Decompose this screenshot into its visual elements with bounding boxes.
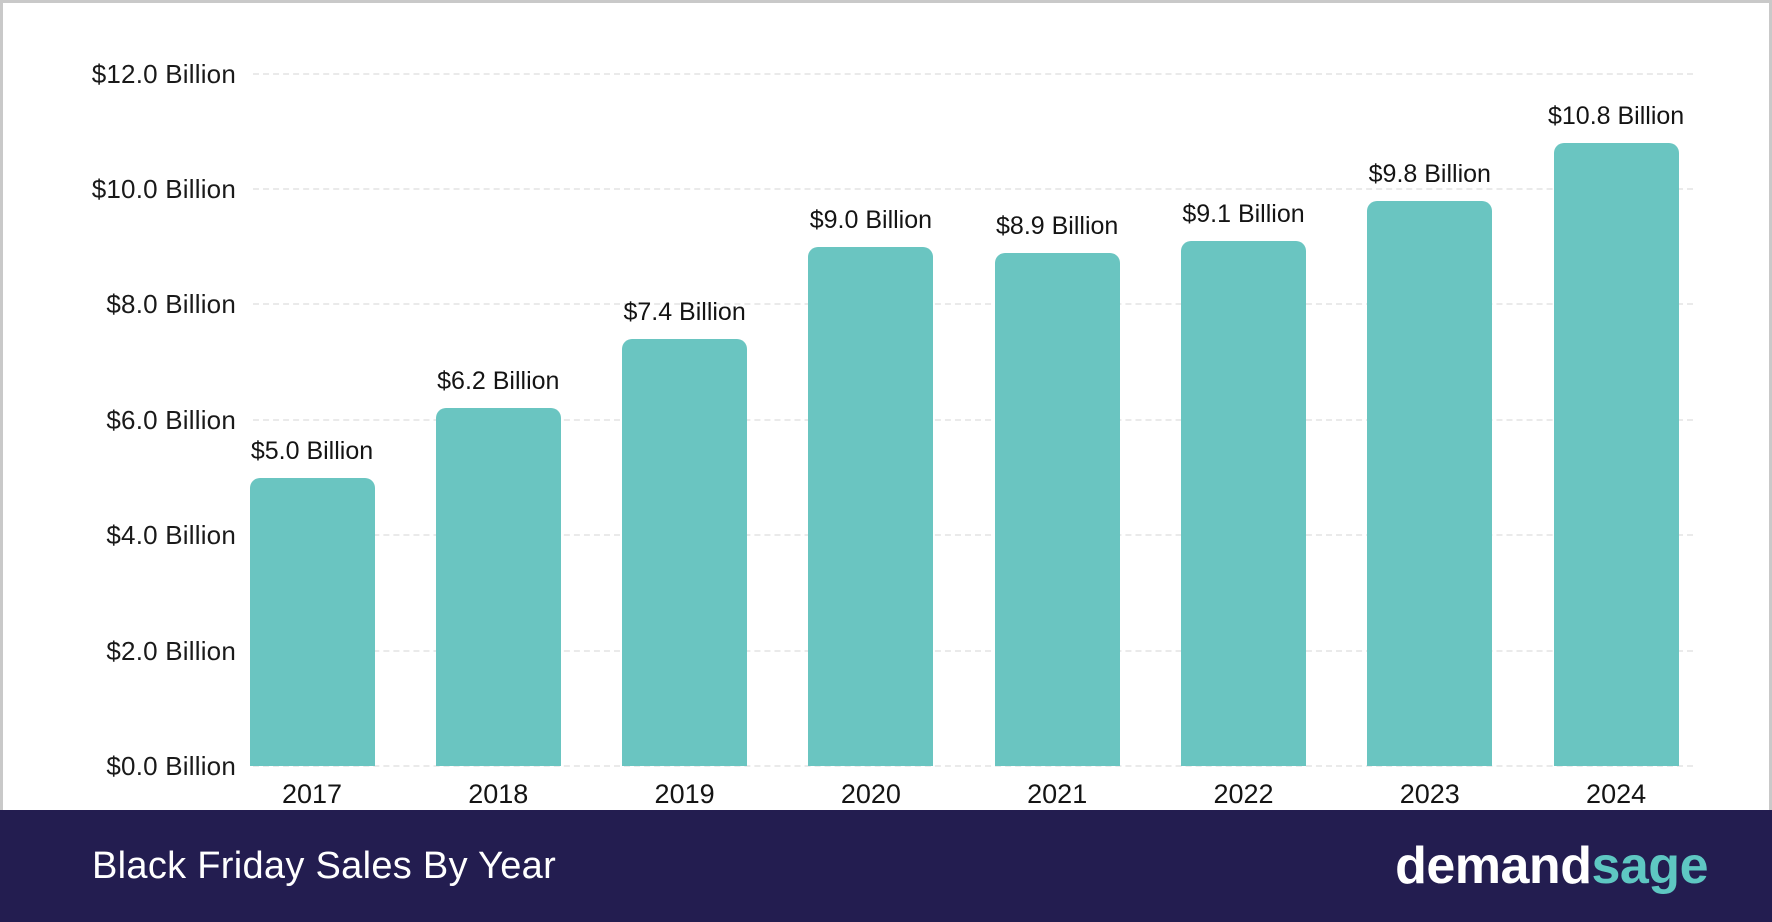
bar-value-label: $8.9 Billion	[996, 211, 1119, 240]
chart-card: $0.0 Billion $2.0 Billion $4.0 Billion $6.0…	[0, 0, 1772, 810]
x-axis-tick-label: 2018	[468, 779, 529, 809]
y-gridline	[253, 765, 1693, 767]
x-axis-tick-label: 2024	[1586, 779, 1647, 809]
x-axis-tick-label: 2019	[654, 779, 715, 809]
y-axis-tick-label: $0.0 Billion	[106, 751, 236, 781]
x-axis-tick-label: 2020	[840, 779, 901, 809]
bar-2024	[1553, 142, 1679, 766]
bar-2019	[622, 339, 748, 766]
y-axis-tick-label: $8.0 Billion	[106, 289, 236, 320]
x-axis-tick-label: 2023	[1399, 779, 1460, 809]
x-axis-tick-label: 2017	[281, 779, 343, 809]
bar-value-label: $5.0 Billion	[250, 436, 374, 465]
y-gridline	[253, 72, 1693, 75]
bar-2021	[994, 252, 1120, 766]
bar-value-label: $9.1 Billion	[1182, 200, 1305, 229]
y-gridline	[253, 418, 1693, 421]
bar-2017	[249, 477, 375, 766]
bar-2020	[808, 246, 934, 766]
x-axis-tick-label: 2022	[1213, 779, 1274, 809]
chart-title: Black Friday Sales By Year	[92, 844, 557, 887]
y-axis-tick-label: $12.0 Billion	[91, 58, 236, 89]
bar-value-label: $6.2 Billion	[437, 367, 560, 396]
x-axis-tick-label: 2021	[1027, 779, 1088, 809]
bar-value-label: $10.8 Billion	[1547, 101, 1685, 130]
y-gridline	[253, 303, 1693, 306]
logo-text-sage: sage	[1591, 837, 1708, 895]
bar-value-label: $9.0 Billion	[809, 205, 933, 234]
y-gridline	[253, 534, 1693, 537]
y-axis-tick-label: $2.0 Billion	[106, 635, 236, 666]
y-gridline	[253, 188, 1693, 191]
bar-2023	[1367, 200, 1493, 766]
y-gridline	[253, 649, 1693, 652]
bar-2018	[435, 408, 561, 766]
y-axis-tick-label: $10.0 Billion	[91, 174, 236, 205]
y-axis-tick-label: $6.0 Billion	[106, 404, 236, 435]
bar-2022	[1181, 241, 1306, 766]
bar-value-label: $7.4 Billion	[623, 298, 746, 327]
demandsage-logo: demandsage	[1395, 836, 1708, 896]
bar-value-label: $9.8 Billion	[1368, 159, 1491, 188]
y-axis-tick-label: $4.0 Billion	[106, 520, 236, 551]
footer-bar: Black Friday Sales By Year demandsage	[0, 810, 1772, 922]
logo-text-demand: demand	[1395, 837, 1592, 895]
